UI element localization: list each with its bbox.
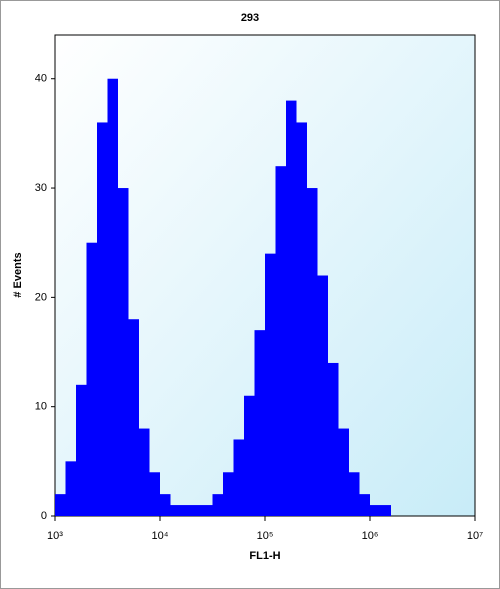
bar: [359, 494, 370, 516]
x-tick-label: 10⁴: [152, 530, 169, 542]
bar: [107, 78, 118, 517]
bar: [212, 494, 224, 516]
y-tick-label: 40: [35, 73, 47, 85]
chart-title: 293: [241, 12, 259, 24]
y-axis-label: # Events: [12, 252, 24, 297]
x-tick-label: 10⁶: [362, 530, 379, 542]
bar: [370, 505, 381, 516]
bar: [285, 100, 297, 516]
bar: [265, 253, 276, 517]
bar: [139, 428, 150, 516]
bar: [117, 188, 129, 516]
bar: [170, 505, 182, 516]
bar: [327, 362, 339, 516]
bar: [223, 472, 234, 516]
bar: [254, 330, 265, 516]
x-tick-label: 10⁵: [257, 530, 274, 542]
bar: [233, 439, 245, 516]
bar: [317, 275, 328, 516]
y-tick-label: 0: [41, 510, 47, 522]
y-tick-label: 20: [35, 291, 47, 303]
y-tick-label: 30: [35, 182, 47, 194]
bar: [338, 428, 349, 516]
bar: [65, 461, 77, 516]
bar: [275, 166, 286, 516]
bar: [128, 319, 140, 516]
x-axis-label: FL1-H: [249, 550, 280, 562]
bar: [76, 384, 87, 516]
bar: [160, 494, 171, 516]
x-tick-label: 10³: [47, 530, 63, 542]
bar: [244, 395, 255, 516]
bar: [181, 505, 192, 516]
bar: [202, 505, 213, 516]
bar: [380, 505, 391, 516]
y-tick-label: 10: [35, 401, 47, 413]
bar: [149, 472, 160, 516]
bar: [191, 505, 203, 516]
bar: [307, 188, 318, 516]
bar: [55, 494, 66, 516]
bar: [296, 122, 308, 517]
bar: [348, 472, 360, 516]
bar: [97, 122, 108, 517]
x-tick-label: 10⁷: [467, 530, 483, 542]
bar: [86, 242, 98, 517]
